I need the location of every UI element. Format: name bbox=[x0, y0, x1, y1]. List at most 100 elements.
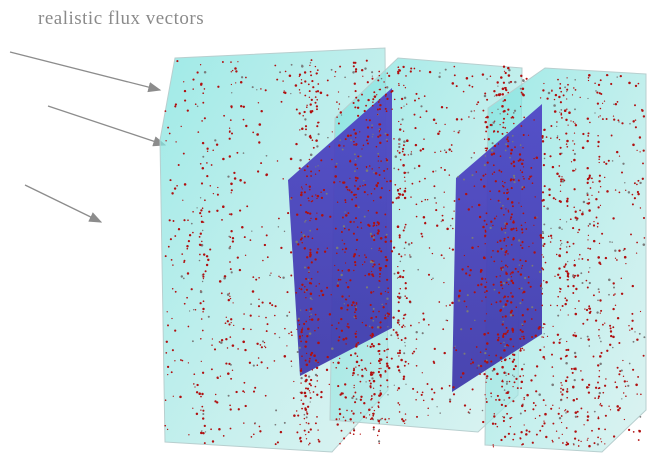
hit-point bbox=[180, 359, 182, 361]
hit-point bbox=[586, 167, 588, 169]
hit-point bbox=[309, 332, 312, 335]
hit-point bbox=[423, 138, 425, 140]
hit-point bbox=[462, 372, 465, 375]
hit-point bbox=[513, 368, 515, 370]
hit-point bbox=[304, 267, 306, 269]
hit-point bbox=[399, 404, 401, 406]
hit-point bbox=[169, 179, 171, 181]
hit-point bbox=[378, 368, 379, 369]
hit-point bbox=[235, 391, 237, 393]
hit-point bbox=[405, 224, 407, 226]
hit-point bbox=[370, 418, 372, 420]
hit-point bbox=[306, 413, 308, 415]
hit-point bbox=[404, 342, 405, 343]
hit-point bbox=[536, 157, 539, 160]
hit-point bbox=[316, 394, 318, 396]
hit-point bbox=[202, 330, 204, 332]
hit-point bbox=[441, 221, 442, 222]
hit-point bbox=[411, 151, 412, 152]
hit-point bbox=[486, 342, 489, 345]
hit-point bbox=[311, 278, 313, 280]
hit-point bbox=[485, 150, 487, 152]
hit-point bbox=[269, 302, 271, 304]
hit-point bbox=[598, 156, 600, 158]
hit-point bbox=[531, 175, 532, 176]
hit-point bbox=[200, 209, 202, 211]
hit-point bbox=[592, 181, 594, 183]
hit-point bbox=[578, 445, 580, 447]
hit-point bbox=[544, 413, 547, 416]
hit-point bbox=[310, 293, 312, 295]
hit-point bbox=[204, 425, 206, 427]
hit-point bbox=[624, 256, 627, 259]
hit-point bbox=[429, 247, 430, 248]
hit-point bbox=[517, 271, 519, 273]
hit-point bbox=[351, 410, 353, 412]
hit-point bbox=[193, 309, 194, 310]
hit-point bbox=[634, 104, 636, 106]
hit-point bbox=[345, 299, 347, 301]
hit-point bbox=[601, 405, 603, 407]
hit-point bbox=[309, 220, 310, 221]
hit-point bbox=[451, 144, 453, 146]
hit-point bbox=[542, 232, 544, 234]
hit-point bbox=[502, 133, 504, 135]
hit-point bbox=[382, 306, 384, 308]
hit-point bbox=[201, 361, 202, 362]
hit-point bbox=[373, 261, 374, 262]
hit-point bbox=[311, 299, 312, 300]
hit-point bbox=[454, 66, 456, 68]
hit-point bbox=[398, 310, 400, 312]
hit-point bbox=[379, 353, 381, 355]
hit-point bbox=[491, 303, 492, 304]
hit-point bbox=[231, 192, 232, 193]
hit-point bbox=[219, 280, 222, 283]
hit-point bbox=[560, 109, 562, 111]
hit-point bbox=[187, 219, 189, 221]
hit-point bbox=[412, 352, 414, 354]
hit-point bbox=[470, 269, 472, 271]
detector bbox=[160, 48, 646, 452]
hit-point bbox=[530, 286, 532, 288]
hit-point bbox=[531, 336, 533, 338]
hit-point bbox=[500, 281, 502, 283]
hit-point bbox=[327, 356, 329, 358]
hit-point bbox=[372, 372, 374, 374]
hit-point bbox=[355, 306, 357, 308]
hit-point bbox=[264, 346, 265, 347]
hit-point bbox=[371, 273, 373, 275]
hit-point bbox=[631, 313, 633, 315]
hit-point bbox=[542, 140, 544, 142]
hit-point bbox=[508, 69, 510, 71]
hit-point bbox=[371, 271, 372, 272]
hit-point bbox=[566, 146, 568, 148]
hit-point bbox=[617, 317, 619, 319]
hit-point bbox=[480, 351, 482, 353]
hit-point bbox=[316, 145, 318, 147]
hit-point bbox=[442, 219, 444, 221]
hit-point bbox=[481, 300, 482, 301]
hit-point bbox=[485, 230, 487, 232]
hit-point bbox=[409, 254, 410, 255]
hit-point bbox=[502, 323, 504, 325]
hit-point bbox=[370, 386, 372, 388]
hit-point bbox=[313, 391, 315, 393]
hit-point bbox=[522, 94, 525, 97]
hit-point bbox=[511, 187, 513, 189]
hit-point bbox=[614, 250, 616, 252]
hit-point bbox=[380, 385, 382, 387]
hit-point bbox=[279, 337, 280, 338]
hit-point bbox=[500, 439, 502, 441]
hit-point bbox=[390, 334, 392, 336]
hit-point bbox=[414, 127, 416, 129]
hit-point bbox=[229, 138, 231, 140]
hit-point bbox=[340, 307, 343, 310]
hit-point bbox=[431, 279, 432, 280]
hit-point bbox=[201, 215, 203, 217]
hit-point bbox=[566, 91, 567, 92]
hit-point bbox=[505, 150, 507, 152]
hit-point bbox=[316, 105, 318, 107]
hit-point bbox=[491, 149, 494, 152]
hit-point bbox=[638, 83, 640, 85]
hit-point bbox=[493, 415, 495, 417]
